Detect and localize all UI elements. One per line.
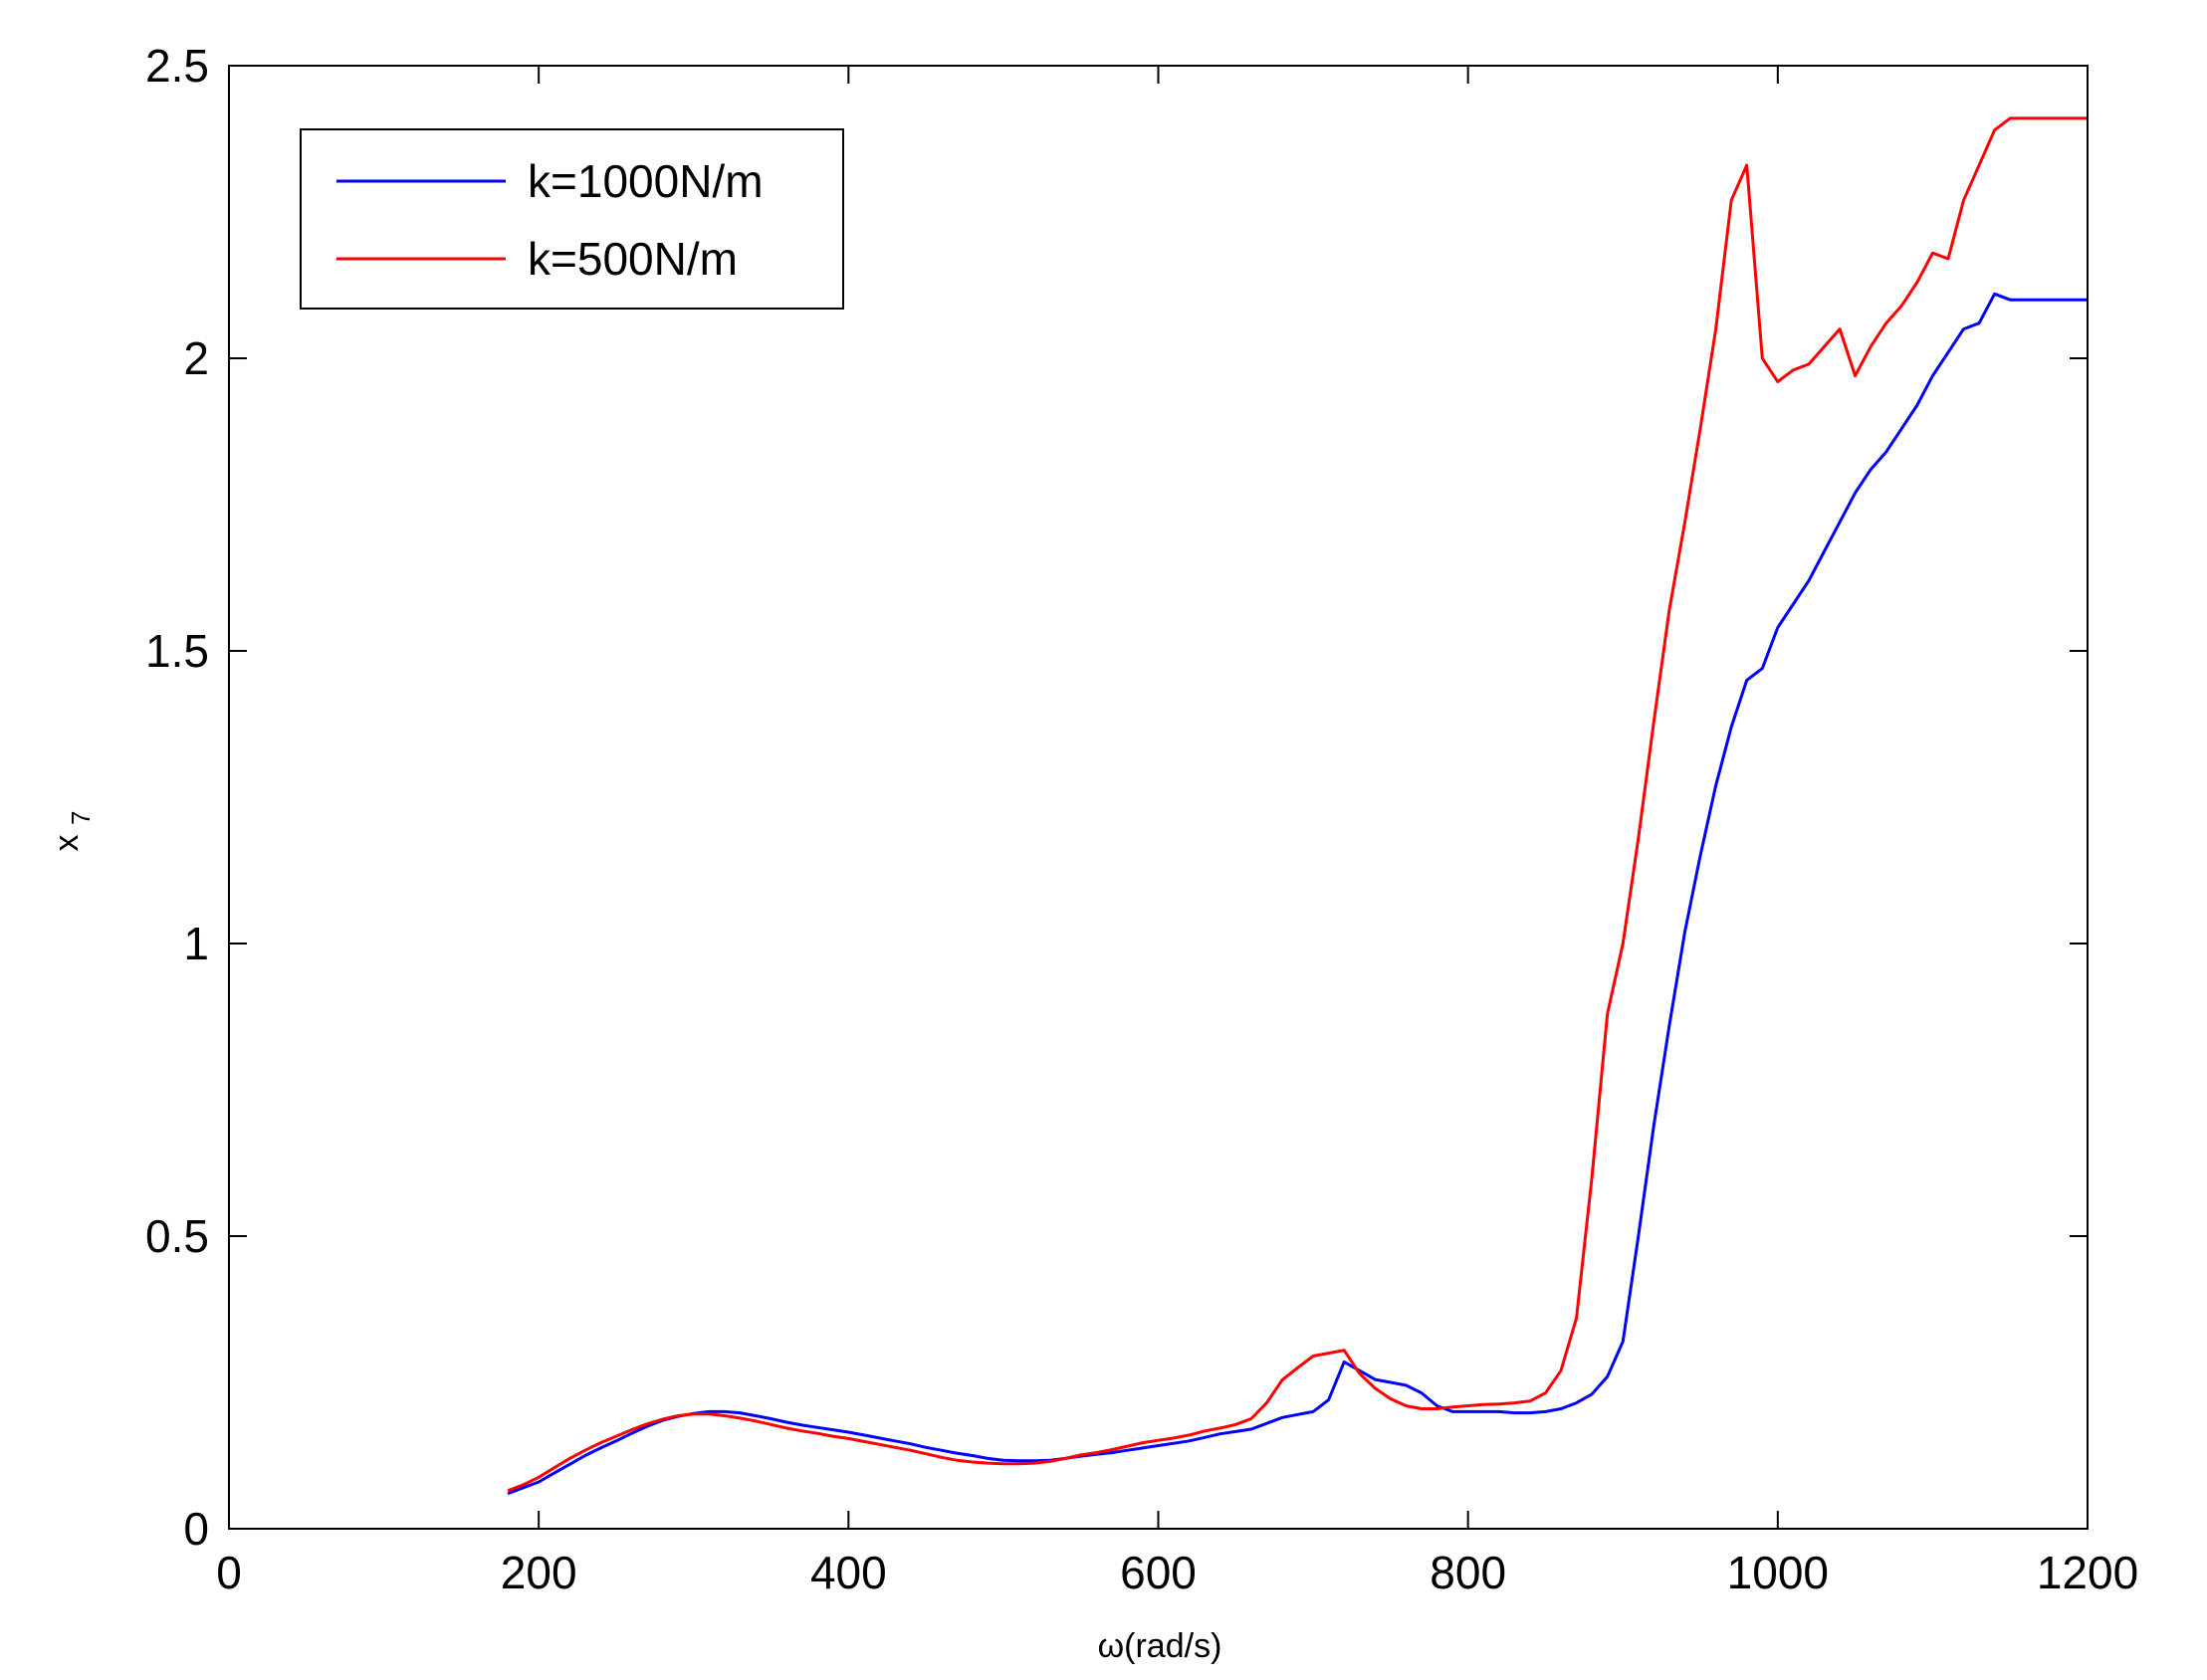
y-axis-label-subscript: 7 [66,811,96,825]
legend-box [300,128,844,310]
x-axis-label: ω(rad/s) [1098,1627,1222,1665]
series-line-2 [507,116,2088,1493]
x-tick-label: 400 [810,1547,887,1598]
series-layer [507,116,2088,1496]
legend: k=1000N/m k=500N/m [300,128,844,310]
y-tick-label: 2 [183,332,209,384]
y-tick-label: 2.5 [145,40,209,92]
y-tick-label: 0.5 [145,1210,209,1262]
series-line-1 [507,292,2088,1496]
x-tick-label: 0 [216,1547,242,1598]
y-axis-label-base: x [48,834,86,851]
y-tick-label: 1.5 [145,625,209,677]
x-tick-label: 600 [1120,1547,1197,1598]
legend-label-series-2: k=500N/m [528,233,738,285]
x-tick-label: 200 [501,1547,577,1598]
x-tick-label: 1200 [2037,1547,2138,1598]
axes-layer: 0 200 400 600 800 1000 1200 0 0.5 1 1.5 2 2.5 [145,40,2138,1598]
y-axis-label: x 7 [48,811,96,852]
y-tick-label: 0 [183,1503,209,1555]
legend-label-series-1: k=1000N/m [528,155,764,207]
y-tick-label: 1 [183,918,209,969]
x-tick-label: 800 [1430,1547,1506,1598]
x-tick-label: 1000 [1727,1547,1829,1598]
